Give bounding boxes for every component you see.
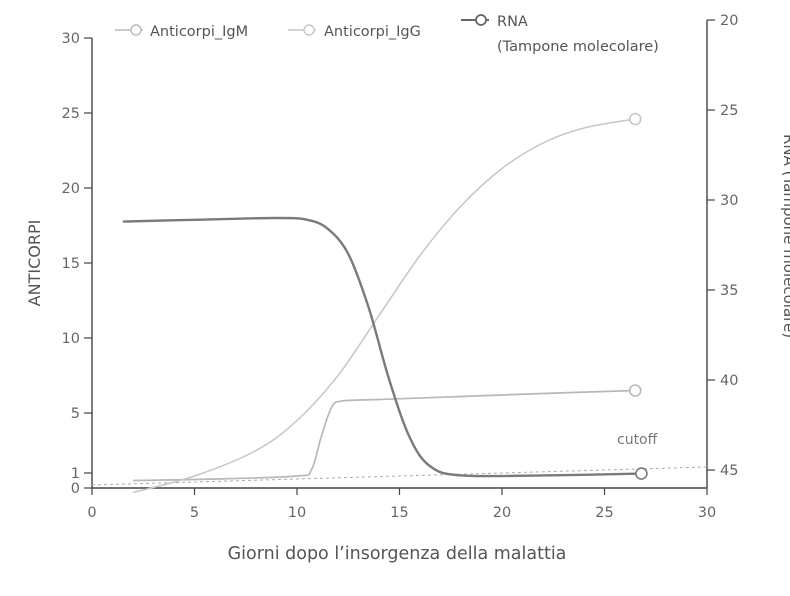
cutoff-label: cutoff [617,432,658,448]
right-tick-label-1: 25 [720,103,738,119]
series-line-igm [132,389,636,482]
left-tick-label-2: 5 [71,406,80,422]
right-tick-label-3: 35 [720,283,738,299]
right-tick-label-2: 30 [720,193,738,209]
x-tick-label-0: 0 [87,505,96,521]
legend-label-rna: RNA [497,14,528,30]
x-axis-label: Giorni dopo l’insorgenza della malattia [228,544,567,564]
legend: Anticorpi_IgM Anticorpi_IgG RNA (Tampone… [115,14,659,55]
legend-label-igm: Anticorpi_IgM [150,24,248,40]
right-tick-label-4: 40 [720,373,738,389]
cutoff-line [91,466,708,486]
series-end-marker-igm [628,384,642,397]
left-tick-label-0: 0 [71,481,80,497]
series-line-rna [122,216,642,478]
legend-label-rna-line2: (Tampone molecolare) [497,39,659,55]
left-tick-label-4: 15 [62,256,80,272]
legend-item-igg: Anticorpi_IgG [288,24,421,40]
x-tick-label-5: 25 [595,505,613,521]
x-tick-label-2: 10 [288,505,306,521]
left-tick-label-7: 30 [62,31,80,47]
x-tick-label-4: 20 [493,505,511,521]
left-tick-label-6: 25 [62,106,80,122]
right-y-axis-label: RNA (Tampone molecolare) [780,134,790,338]
x-tick-label-6: 30 [698,505,716,521]
right-tick-label-5: 45 [720,463,738,479]
left-tick-label-1: 1 [71,466,80,482]
legend-label-igg: Anticorpi_IgG [324,24,421,40]
legend-item-igm: Anticorpi_IgM [115,24,248,40]
series-lines [122,112,648,494]
left-tick-label-3: 10 [62,331,80,347]
left-tick-label-5: 20 [62,181,80,197]
left-y-axis-label: ANTICORPI [25,220,44,307]
x-tick-label-3: 15 [390,505,408,521]
right-tick-label-0: 20 [720,13,738,29]
series-line-igg [132,118,636,494]
legend-item-rna: RNA (Tampone molecolare) [461,14,659,55]
series-end-marker-igg [628,112,642,126]
x-tick-label-1: 5 [190,505,199,521]
series-end-marker-rna [635,467,648,480]
axes [91,20,708,489]
